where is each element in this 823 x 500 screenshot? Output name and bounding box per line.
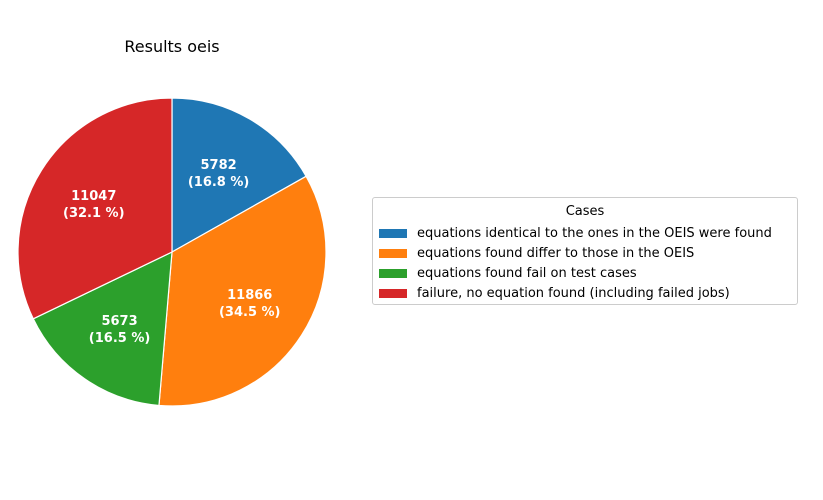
slice-value: 11047 bbox=[71, 189, 116, 204]
chart-title: Results oeis bbox=[124, 37, 219, 56]
pie-slice-4 bbox=[17, 97, 173, 320]
legend-entry-2: equations found differ to those in the O… bbox=[379, 243, 791, 263]
slice-value: 5673 bbox=[101, 314, 137, 329]
legend-entry-4: failure, no equation found (including fa… bbox=[379, 283, 791, 303]
legend-label: equations identical to the ones in the O… bbox=[417, 225, 772, 241]
pie-slice-1 bbox=[171, 97, 307, 253]
legend-title: Cases bbox=[565, 204, 605, 219]
pie-slice-2 bbox=[158, 175, 327, 407]
legend-label: failure, no equation found (including fa… bbox=[417, 285, 730, 301]
pie-slices bbox=[17, 97, 327, 407]
slice-percent: (32.1 %) bbox=[63, 206, 125, 221]
legend-swatch bbox=[379, 288, 407, 298]
slice-percent: (16.5 %) bbox=[89, 331, 151, 346]
legend: Cases equations identical to the ones in… bbox=[372, 197, 798, 305]
legend-entry-3: equations found fail on test cases bbox=[379, 263, 791, 283]
slice-value: 11866 bbox=[227, 288, 272, 303]
pie-slice-3 bbox=[32, 251, 173, 407]
legend-entry-1: equations identical to the ones in the O… bbox=[379, 223, 791, 243]
legend-swatch bbox=[379, 228, 407, 238]
legend-label: equations found fail on test cases bbox=[417, 265, 637, 281]
legend-items: equations identical to the ones in the O… bbox=[379, 223, 791, 303]
slice-percent: (16.8 %) bbox=[188, 175, 250, 190]
slice-label-3: 5673 (16.5 %) bbox=[89, 314, 151, 346]
slice-label-1: 5782 (16.8 %) bbox=[188, 158, 250, 190]
legend-swatch bbox=[379, 268, 407, 278]
slice-label-2: 11866 (34.5 %) bbox=[219, 288, 281, 320]
legend-swatch bbox=[379, 248, 407, 258]
slice-percent: (34.5 %) bbox=[219, 305, 281, 320]
slice-label-4: 11047 (32.1 %) bbox=[63, 189, 125, 221]
pie-slice-labels: 5782 (16.8 %) 11866 (34.5 %) 5673 (16.5 %) 110… bbox=[63, 158, 280, 346]
slice-value: 5782 bbox=[201, 158, 237, 173]
legend-label: equations found differ to those in the O… bbox=[417, 245, 695, 261]
